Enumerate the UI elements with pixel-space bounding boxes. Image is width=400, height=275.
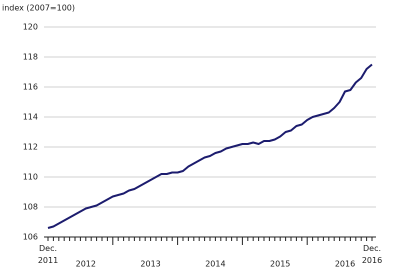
- x-tick-label: 2016: [335, 260, 355, 269]
- y-tick-label: 116: [23, 83, 38, 92]
- x-tick-label: 2013: [140, 260, 160, 269]
- y-axis-label: index (2007=100): [2, 4, 75, 13]
- x-tick-label: Dec. 2016: [362, 244, 382, 265]
- y-tick-label: 118: [23, 53, 38, 62]
- y-tick-label: 106: [23, 233, 38, 242]
- y-tick-label: 108: [23, 203, 38, 212]
- y-tick-label: 110: [23, 173, 38, 182]
- y-tick-label: 114: [23, 113, 38, 122]
- x-tick-label: 2014: [205, 260, 225, 269]
- y-tick-label: 120: [23, 23, 38, 32]
- x-tick-label: 2015: [270, 260, 290, 269]
- x-tick-label: 2012: [76, 260, 96, 269]
- x-tick-label: Dec. 2011: [38, 244, 58, 265]
- data-line: [47, 63, 373, 229]
- y-tick-label: 112: [23, 143, 38, 152]
